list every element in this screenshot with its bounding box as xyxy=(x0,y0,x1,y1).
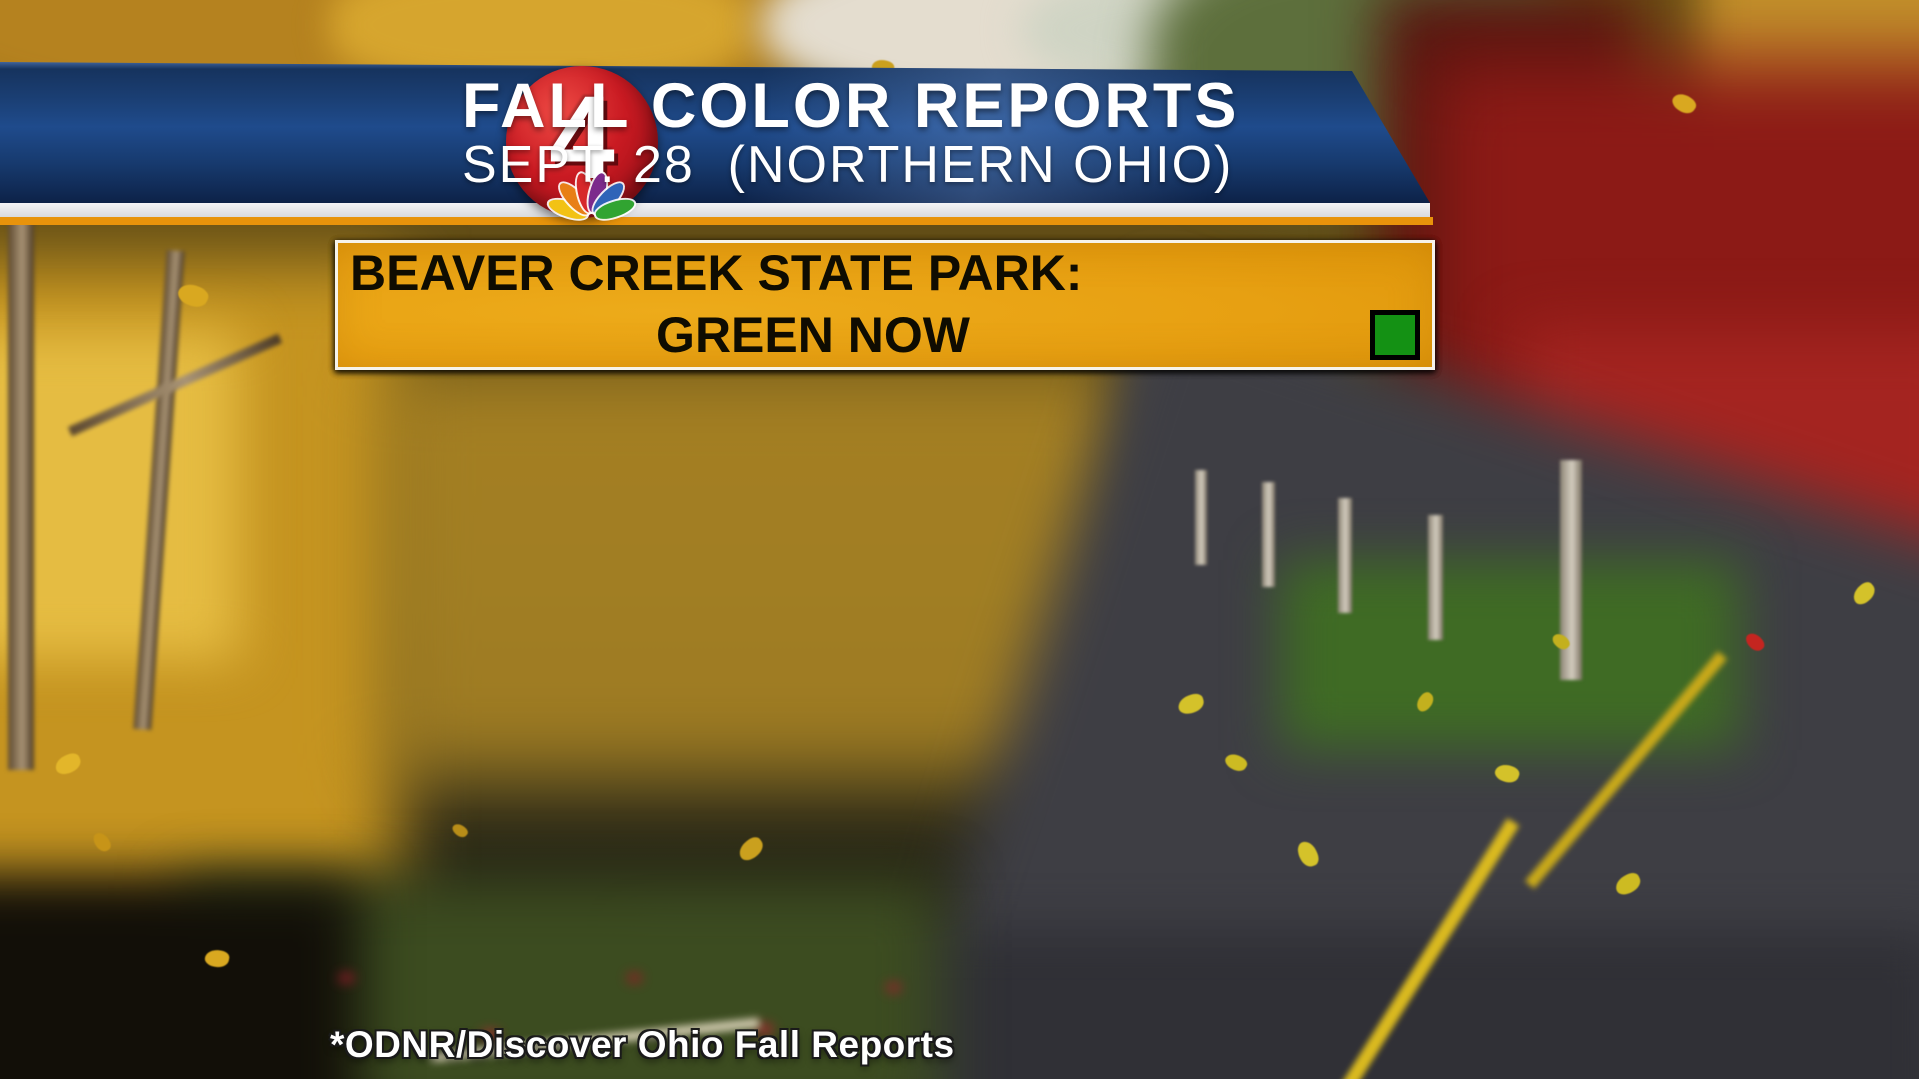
fence-post xyxy=(1195,470,1207,565)
tree-trunk xyxy=(1560,460,1582,680)
header-banner xyxy=(0,62,1430,203)
background-leaf-litter xyxy=(260,930,980,1079)
park-name: BEAVER CREEK STATE PARK: xyxy=(350,245,1083,301)
park-status: GREEN NOW xyxy=(656,307,970,363)
source-credit: *ODNR/Discover Ohio Fall Reports xyxy=(330,1024,955,1065)
tree-trunk xyxy=(8,210,34,770)
channel-4-logo: 4 xyxy=(506,66,658,223)
page-subtitle: SEPT. 28 (NORTHERN OHIO) xyxy=(462,136,1234,194)
report-panel: BEAVER CREEK STATE PARK: GREEN NOW xyxy=(335,240,1435,370)
fall-color-report-list: GENEVA STATE PARK:CHANGINGFINDLEY STATE … xyxy=(335,240,1435,985)
fence-post xyxy=(1262,482,1275,587)
page-title: FALL COLOR REPORTS xyxy=(462,71,1240,141)
header-divider-orange xyxy=(0,217,1433,225)
fence-post xyxy=(1338,498,1352,613)
status-color-swatch xyxy=(1370,310,1420,360)
header-divider-white xyxy=(0,203,1430,217)
storm-team-logo-text: STORM TEAM xyxy=(238,84,484,137)
fence-post xyxy=(1428,515,1443,640)
background-gold-tree xyxy=(0,330,240,660)
